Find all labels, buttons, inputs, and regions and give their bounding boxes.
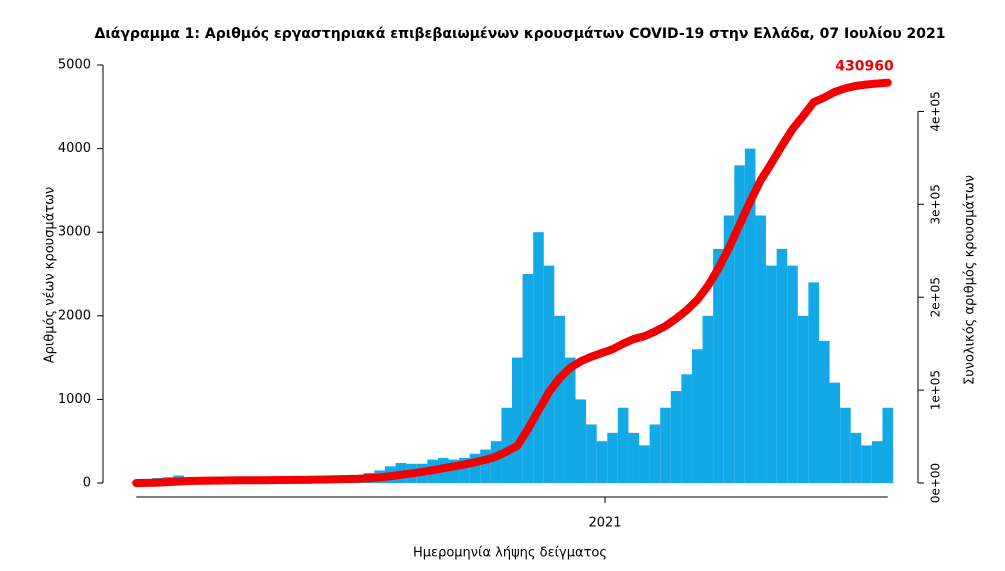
bar [808,282,819,483]
bar [543,265,555,483]
bar [660,407,671,483]
y-tick-label: 3000 [58,225,91,240]
bar [512,357,523,483]
y-axis-title: Αριθμός νέων κρουσμάτων [43,187,58,364]
bar [755,215,767,484]
y-tick-label: 4000 [58,141,91,156]
bar [713,248,724,483]
y-tick-label: 5000 [58,58,91,73]
bar [639,445,650,483]
bar [818,340,830,483]
y2-tick-label: 4e+05 [929,91,943,131]
bar [586,424,597,483]
bar [850,432,862,483]
bar [628,432,640,483]
bar [480,449,491,483]
bar [766,265,777,483]
y2-axis-title: Συνολικός αριθμός κρουσμάτων [963,175,978,385]
bar [596,441,608,483]
chart-title: Διάγραμμα 1: Αριθμός εργαστηριακά επιβεβ… [94,26,945,42]
x-tick-label: 2021 [588,516,621,531]
bar [787,265,798,483]
bar [734,165,745,483]
bar [861,445,872,483]
bar [448,459,460,483]
y-tick-label: 2000 [58,308,91,323]
bar [554,315,565,483]
bar [882,407,894,483]
bar [797,315,809,483]
bar [469,453,481,483]
bar [459,457,470,483]
bar [840,407,851,483]
bar [702,315,714,483]
bar [522,274,534,483]
x-axis-title: Ημερομηνία λήψης δείγματος [413,546,607,561]
bar [871,441,883,483]
y2-tick-label: 1e+05 [929,370,943,410]
bar [744,148,756,483]
bar [691,349,703,483]
cumulative-line [132,78,892,487]
bar [607,432,618,483]
y-tick-label: 0 [83,476,91,491]
bar [617,407,629,483]
bar [776,248,788,483]
bar [490,441,502,483]
y-tick-label: 1000 [58,392,91,407]
bar [575,399,587,483]
bar [829,382,841,483]
y2-tick-label: 2e+05 [929,277,943,317]
y2-tick-label: 0e+00 [929,463,943,503]
bar [681,374,692,483]
bar [670,391,682,483]
bar [501,407,513,483]
bar [649,424,661,483]
y2-tick-label: 3e+05 [929,184,943,224]
bar [564,357,576,483]
end-label: 430960 [835,59,894,75]
bar [533,232,544,483]
bar [723,215,735,484]
